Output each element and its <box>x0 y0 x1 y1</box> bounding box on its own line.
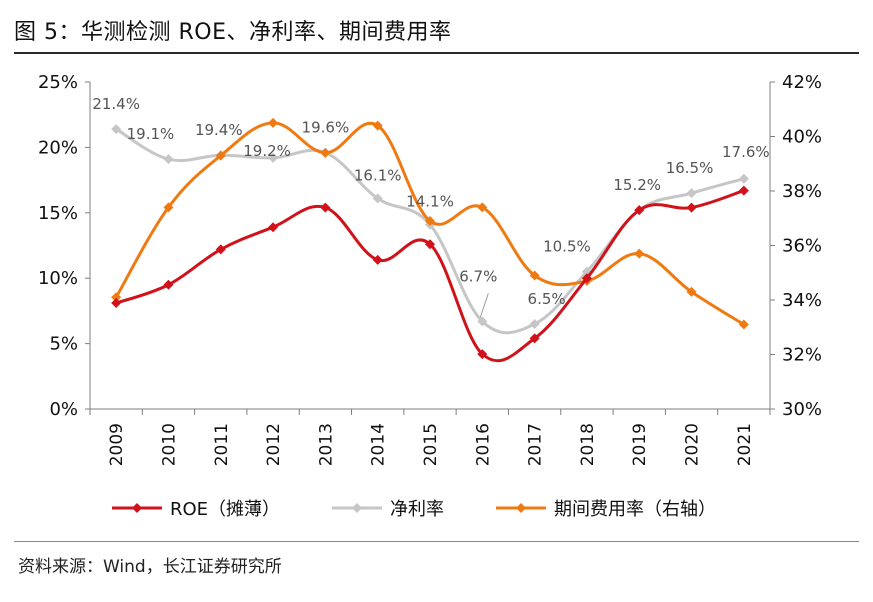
right-tick-label: 34% <box>782 290 822 311</box>
roe-series-marker <box>111 298 122 309</box>
net-margin-series-line <box>115 127 745 335</box>
net-margin-series-marker <box>686 188 697 199</box>
legend-label: ROE（摊薄） <box>170 499 280 520</box>
roe-series-marker <box>634 205 645 216</box>
x-tick-label: 2010 <box>159 423 179 466</box>
left-tick-label: 25% <box>38 72 78 93</box>
net-margin-data-label: 17.6% <box>722 143 770 161</box>
net-margin-data-label: 19.2% <box>243 142 291 160</box>
right-tick-label: 42% <box>782 72 822 93</box>
x-tick-label: 2011 <box>212 423 232 466</box>
net-margin-data-label: 6.7% <box>459 267 497 285</box>
right-tick-label: 36% <box>782 236 822 257</box>
expense-ratio-series-marker <box>111 292 122 303</box>
roe-series-line <box>115 189 745 363</box>
expense-ratio-series-marker <box>215 150 226 161</box>
net-margin-series-marker <box>477 316 488 327</box>
net-margin-data-label: 19.1% <box>127 125 175 143</box>
expense-ratio-series-marker <box>529 270 540 281</box>
expense-ratio-series-marker <box>372 120 383 131</box>
roe-series-marker <box>372 254 383 265</box>
expense-ratio-series-marker <box>686 286 697 297</box>
left-tick-label: 0% <box>49 399 78 420</box>
source-note: 资料来源：Wind，长江证券研究所 <box>18 557 282 577</box>
x-tick-label: 2013 <box>316 423 336 466</box>
left-tick-label: 15% <box>38 203 78 224</box>
x-tick-label: 2017 <box>526 423 546 466</box>
legend-swatch-marker <box>352 503 362 513</box>
roe-series-marker <box>581 273 592 284</box>
x-tick-label: 2014 <box>369 423 389 466</box>
net-margin-data-label: 21.4% <box>92 95 140 113</box>
net-margin-series-marker <box>372 193 383 204</box>
roe-series-marker <box>425 239 435 250</box>
expense-ratio-series-marker <box>477 202 488 213</box>
net-margin-data-label: 16.1% <box>354 166 402 184</box>
right-tick-label: 30% <box>782 399 822 420</box>
roe-series-marker <box>686 202 697 213</box>
legend-label: 期间费用率（右轴） <box>554 499 716 520</box>
expense-ratio-series-marker <box>425 215 435 226</box>
left-tick-label: 10% <box>38 268 78 289</box>
x-tick-label: 2016 <box>473 423 493 466</box>
roe-series-marker <box>215 244 226 255</box>
expense-ratio-series-marker <box>320 147 331 158</box>
expense-ratio-series-marker <box>268 117 279 128</box>
net-margin-series-marker <box>163 154 174 165</box>
roe-series-marker <box>320 202 331 213</box>
net-margin-series-marker <box>529 318 540 329</box>
right-tick-label: 38% <box>782 181 822 202</box>
roe-series-marker <box>477 349 488 360</box>
right-tick-label: 32% <box>782 345 822 366</box>
roe-series-marker <box>268 222 279 233</box>
net-margin-data-label: 15.2% <box>613 176 661 194</box>
net-margin-data-label: 16.5% <box>666 159 714 177</box>
net-margin-data-label: 14.1% <box>406 193 454 211</box>
net-margin-series-marker <box>268 152 279 163</box>
right-tick-label: 40% <box>782 127 822 148</box>
legend-swatch-marker <box>132 503 142 513</box>
left-tick-label: 5% <box>49 334 78 355</box>
legend-swatch-marker <box>516 503 526 513</box>
net-margin-series-marker <box>111 124 122 135</box>
net-margin-data-label: 19.6% <box>302 119 350 137</box>
left-tick-label: 20% <box>38 137 78 158</box>
x-tick-label: 2018 <box>578 423 598 466</box>
expense-ratio-series-marker <box>163 202 174 213</box>
expense-ratio-series-marker <box>634 248 645 259</box>
x-tick-label: 2015 <box>421 423 441 466</box>
x-tick-label: 2019 <box>630 423 650 466</box>
net-margin-data-label: 10.5% <box>543 238 591 256</box>
x-tick-label: 2021 <box>735 423 755 466</box>
roe-series-marker <box>738 185 749 196</box>
expense-ratio-series-marker <box>738 319 749 330</box>
title-rule <box>14 52 859 54</box>
net-margin-series-marker <box>738 173 749 184</box>
x-tick-label: 2009 <box>107 423 127 466</box>
net-margin-data-label: 6.5% <box>528 290 566 308</box>
chart-title: 图 5：华测检测 ROE、净利率、期间费用率 <box>14 20 452 45</box>
roe-series-marker <box>163 279 174 290</box>
net-margin-data-label: 19.4% <box>195 121 243 139</box>
x-tick-label: 2012 <box>264 423 284 466</box>
legend-label: 净利率 <box>390 499 444 520</box>
net-margin-leader-line <box>479 293 489 318</box>
x-tick-label: 2020 <box>683 423 703 466</box>
roe-series-marker <box>529 333 540 344</box>
source-rule <box>14 541 859 542</box>
